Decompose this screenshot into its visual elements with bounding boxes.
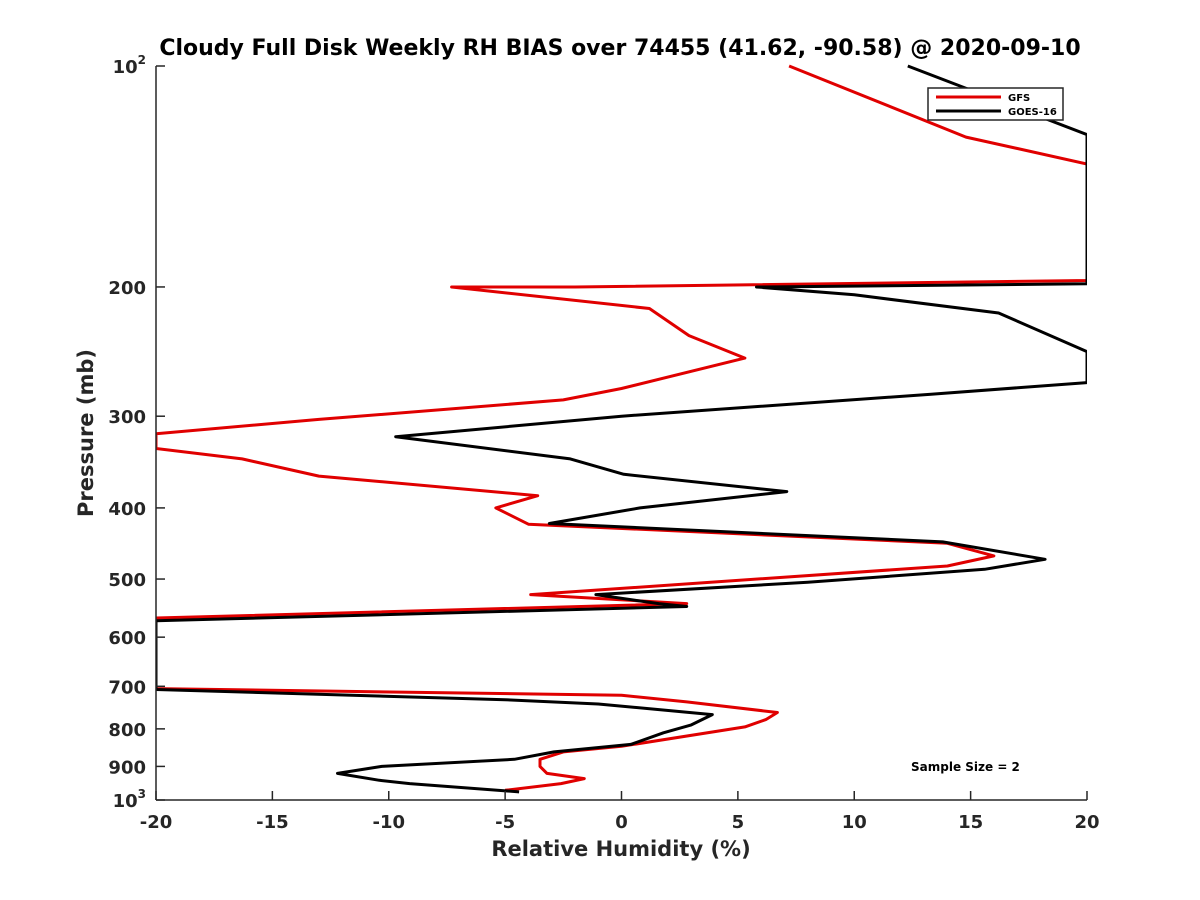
y-tick-label: 200 [108,278,146,299]
y-ticks: 102 200 300 400 500 600 700 800 900 103 [108,53,165,812]
x-tick-label: -5 [495,812,515,833]
y-tick-label: 300 [108,407,146,428]
x-tick-label: 5 [732,812,745,833]
x-ticks: -20 -15 -10 -5 0 5 10 15 20 [140,791,1100,833]
series-line-goes-16 [156,64,1087,794]
y-tick-label: 700 [108,677,146,698]
y-axis-label: Pressure (mb) [74,349,98,517]
series-layer [156,64,1087,794]
chart-title: Cloudy Full Disk Weekly RH BIAS over 744… [159,36,1080,61]
x-tick-label: 15 [958,812,983,833]
y-tick-label: 600 [108,628,146,649]
x-tick-label: -20 [140,812,173,833]
x-tick-label: 20 [1074,812,1099,833]
sample-size-annotation: Sample Size = 2 [911,760,1020,774]
x-tick-label: 0 [615,812,628,833]
legend-label-gfs: GFS [1008,93,1030,104]
x-axis-label: Relative Humidity (%) [491,837,750,861]
y-tick-label: 400 [108,499,146,520]
y-tick-label: 800 [108,720,146,741]
x-tick-label: -15 [256,812,289,833]
x-tick-label: -10 [372,812,405,833]
y-tick-label: 102 [113,53,146,78]
y-tick-label: 103 [113,787,146,812]
y-tick-label: 900 [108,757,146,778]
legend-label-goes-16: GOES-16 [1008,107,1057,118]
y-tick-label: 500 [108,570,146,591]
legend: GFS GOES-16 [927,87,1064,121]
x-tick-label: 10 [842,812,867,833]
legend-box [927,87,1064,121]
